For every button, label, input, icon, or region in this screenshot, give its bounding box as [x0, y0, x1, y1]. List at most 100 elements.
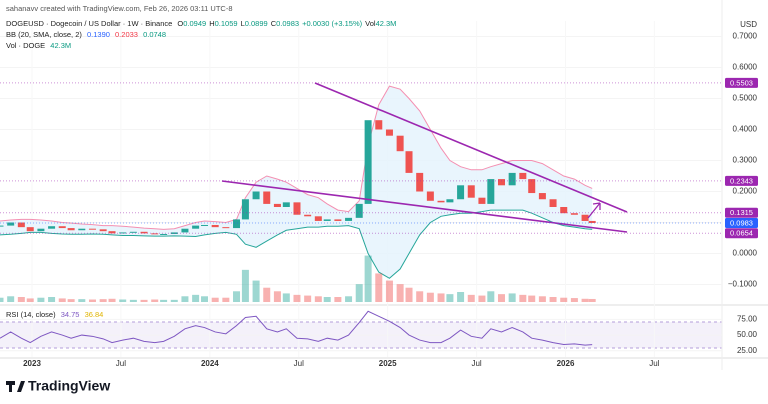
candle: [570, 213, 578, 215]
volume-bar: [201, 296, 209, 302]
x-tick-label: 2023: [23, 359, 41, 368]
x-tick-label: Jul: [649, 359, 659, 368]
volume-bar: [170, 299, 178, 302]
y-tick-label: 0.0000: [733, 249, 758, 258]
price-tag-label: 0.5503: [730, 78, 753, 87]
field-key: O: [177, 19, 184, 28]
candle: [78, 228, 86, 231]
rsi-tick-label: 75.00: [737, 315, 758, 324]
legend-vol: Vol · DOGE 42.3M: [6, 41, 74, 50]
candle: [487, 179, 495, 204]
candle: [304, 214, 312, 217]
y-tick-label: 0.7000: [733, 32, 758, 41]
candle: [334, 219, 342, 221]
field-value: 0.0983: [276, 19, 300, 28]
candle: [48, 226, 56, 229]
candle: [119, 232, 127, 234]
candle: [581, 214, 589, 221]
volume-bar: [26, 298, 34, 302]
symbol: DOGEUSD · Dogecoin / US Dollar · 1W · Bi…: [6, 19, 173, 28]
rsi-value: 36.84: [84, 310, 104, 319]
candle: [88, 228, 96, 230]
rsi-tick-label: 25.00: [737, 346, 758, 355]
price-tag: [725, 228, 758, 239]
candle: [588, 220, 596, 224]
vol-name: Vol · DOGE: [6, 41, 46, 50]
candle: [549, 199, 557, 207]
volume-bar: [457, 292, 465, 302]
candle: [375, 120, 383, 130]
volume-bar: [37, 297, 45, 302]
candle: [140, 231, 148, 234]
volume-bar: [304, 295, 312, 302]
volume-bar: [233, 291, 241, 302]
ohlc: O0.0949 H0.1059 L0.0899 C0.0983 +0.0030 (+3.…: [177, 19, 399, 28]
y-tick-label: 0.6000: [733, 63, 758, 72]
candle: [293, 202, 301, 215]
candle: [314, 216, 322, 221]
price-tag: [725, 175, 758, 186]
rsi-name: RSI (14, close): [6, 310, 56, 319]
volume-bar: [375, 273, 383, 302]
candle: [222, 227, 230, 229]
volume-bar: [108, 298, 116, 302]
y-tick-label: 0.2000: [733, 187, 758, 196]
volume-bar: [192, 294, 200, 302]
volume-bar: [282, 293, 290, 302]
candle: [108, 231, 116, 234]
bb-lower: [0, 209, 593, 279]
x-tick-label: Jul: [116, 359, 126, 368]
candle: [252, 191, 260, 200]
rsi-line: [0, 310, 593, 346]
candle: [364, 120, 372, 204]
volume-bar: [129, 299, 137, 302]
price-tag-label: 0.0654: [730, 229, 753, 238]
vol-value: 42.3M: [50, 41, 72, 50]
candle: [181, 228, 189, 233]
volume-bar: [67, 299, 75, 302]
y-tick-label: 0.3000: [733, 156, 758, 165]
brand: TradingView: [28, 378, 110, 394]
volume-bar: [48, 297, 56, 302]
candle: [538, 193, 546, 200]
candle: [201, 224, 209, 226]
candle: [129, 231, 137, 233]
candle: [241, 199, 249, 220]
trendline: [221, 180, 628, 233]
volume-bar: [549, 297, 557, 302]
candle: [160, 233, 168, 235]
volume-bar: [487, 291, 495, 302]
legend-rsi: RSI (14, close) 34.75 36.84: [6, 310, 106, 319]
volume-bar: [263, 287, 271, 302]
candle: [151, 233, 159, 235]
volume-bar: [334, 297, 342, 302]
price-tag: [725, 207, 758, 218]
field-key: Vol: [365, 19, 376, 28]
candle: [385, 129, 393, 136]
candle: [519, 172, 527, 180]
candle: [17, 222, 25, 228]
candle: [37, 228, 45, 232]
candle: [263, 191, 271, 204]
field-value: 42.3M: [375, 19, 397, 28]
y-tick-label: 0.4000: [733, 125, 758, 134]
candle: [58, 226, 66, 229]
volume-bar: [7, 296, 15, 302]
bb-name: BB (20, SMA, close, 2): [6, 30, 82, 39]
field-key: C: [270, 19, 277, 28]
volume-bar: [88, 299, 96, 302]
field-value: 0.1059: [214, 19, 238, 28]
trendline: [314, 82, 628, 213]
volume-bar: [78, 299, 86, 302]
candle: [233, 219, 241, 229]
x-tick-label: 2026: [557, 359, 575, 368]
byline: sahanavv created with TradingView.com, F…: [6, 4, 233, 13]
candle: [26, 227, 34, 232]
volume-bar: [385, 280, 393, 302]
volume-bar: [293, 294, 301, 302]
candle: [497, 179, 505, 186]
candle: [7, 222, 15, 226]
field-value: +0.0030 (+3.15%): [302, 19, 363, 28]
